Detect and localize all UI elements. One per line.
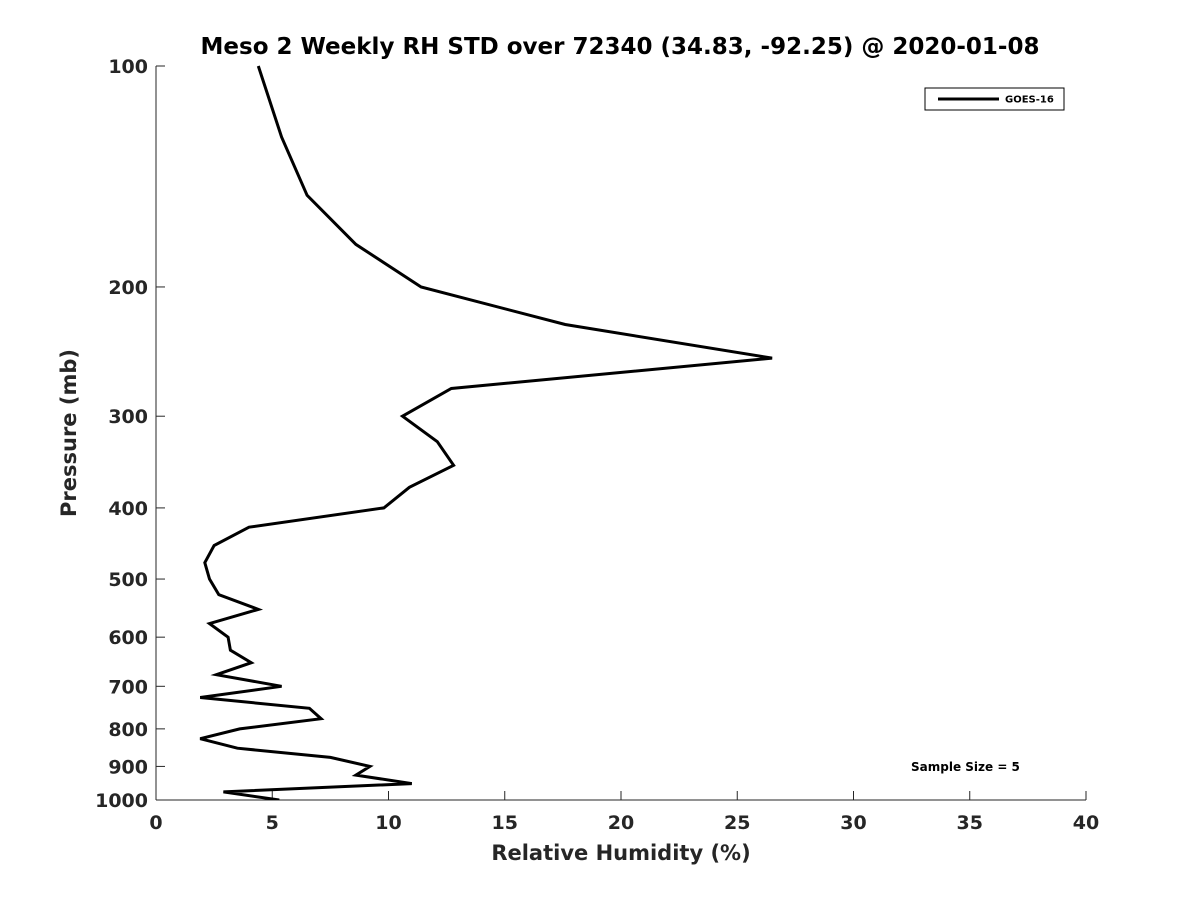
y-tick-label: 500 <box>108 569 148 591</box>
x-tick-label: 5 <box>266 812 279 834</box>
legend-label-goes-16: GOES-16 <box>1005 95 1054 106</box>
y-tick-label: 800 <box>108 719 148 741</box>
y-tick-label: 900 <box>108 756 148 778</box>
sample-size-annotation: Sample Size = 5 <box>911 760 1020 774</box>
x-tick-label: 35 <box>957 812 983 834</box>
x-tick-label: 0 <box>149 812 162 834</box>
x-tick-label: 15 <box>492 812 518 834</box>
x-tick-label: 20 <box>608 812 634 834</box>
x-tick-label: 25 <box>724 812 750 834</box>
x-tick-label: 10 <box>375 812 401 834</box>
y-tick-label: 700 <box>108 676 148 698</box>
y-tick-label: 300 <box>108 406 148 428</box>
series-line-goes-16 <box>199 65 773 800</box>
y-axis-label: Pressure (mb) <box>57 349 81 517</box>
y-tick-label: 1000 <box>95 790 148 812</box>
x-axis-label: Relative Humidity (%) <box>491 841 750 865</box>
legend: GOES-16 <box>924 87 1065 111</box>
x-tick-label: 40 <box>1073 812 1099 834</box>
series-layer <box>199 65 773 800</box>
y-axis-ticks: 100 200 300 400 500 600 700 800 900 1000 <box>95 56 165 812</box>
y-tick-label: 400 <box>108 498 148 520</box>
y-tick-label: 600 <box>108 627 148 649</box>
x-axis-ticks: 0 5 10 15 20 25 30 35 40 <box>149 791 1099 834</box>
y-tick-label: 200 <box>108 277 148 299</box>
y-tick-label: 100 <box>108 56 148 78</box>
x-tick-label: 30 <box>840 812 866 834</box>
chart-title: Meso 2 Weekly RH STD over 72340 (34.83, … <box>201 34 1040 60</box>
